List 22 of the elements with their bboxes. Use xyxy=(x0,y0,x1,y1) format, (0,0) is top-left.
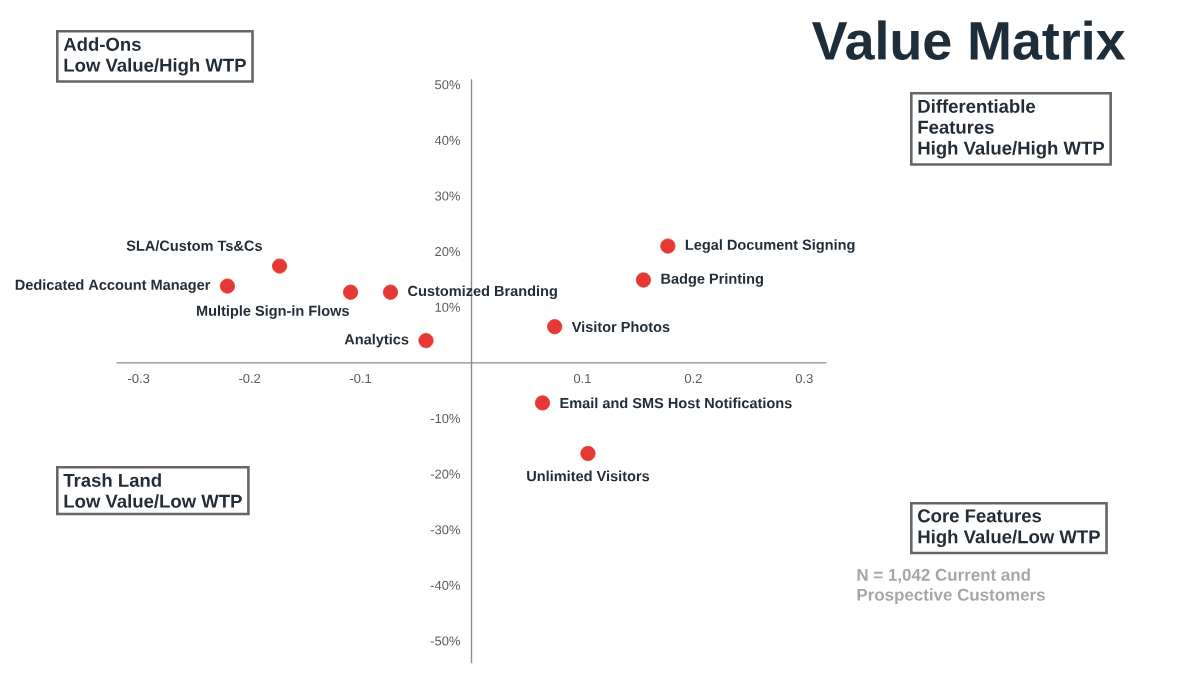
text: Value Matrix xyxy=(812,20,1126,60)
point xyxy=(660,238,676,254)
text: Differentiable xyxy=(918,99,1036,113)
annotation: Low Value/Low WTP xyxy=(64,494,242,508)
text: N = 1,042 Current and xyxy=(857,568,1030,584)
annotation: Trash Land xyxy=(63,473,161,487)
point xyxy=(547,319,563,335)
text: Core Features xyxy=(918,509,1042,523)
text: Prospective Customers xyxy=(857,588,1045,605)
point xyxy=(534,395,551,411)
point xyxy=(382,284,399,300)
text: Low Value/High WTP xyxy=(64,58,246,76)
point xyxy=(418,333,434,349)
text: High Value/High WTP xyxy=(918,141,1105,159)
point xyxy=(580,445,596,462)
text: Features xyxy=(918,120,994,134)
point xyxy=(635,272,652,288)
text: Add-Ons xyxy=(63,37,141,51)
point xyxy=(343,284,359,300)
point xyxy=(219,278,235,294)
point xyxy=(272,258,288,274)
text: High Value/Low WTP xyxy=(918,529,1100,548)
